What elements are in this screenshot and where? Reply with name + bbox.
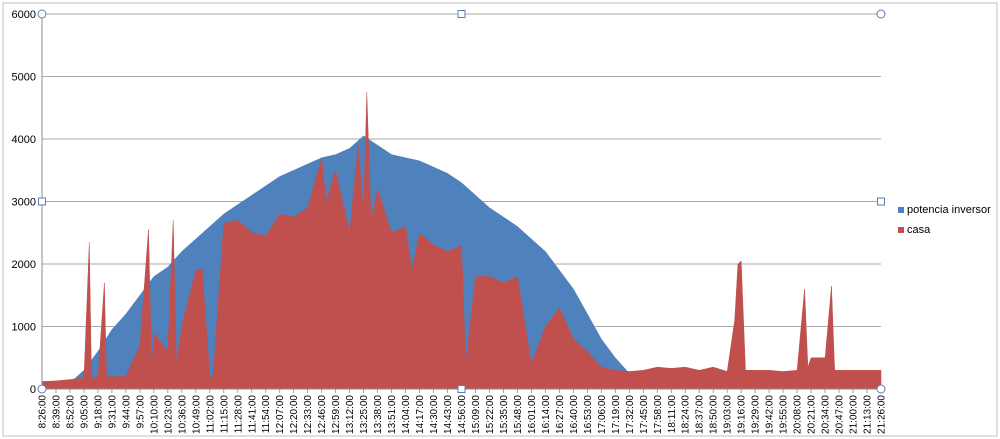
x-tick-label: 18:37:00 bbox=[695, 395, 706, 434]
x-tick-label: 11:41:00 bbox=[247, 395, 258, 434]
x-tick-label: 16:01:00 bbox=[527, 395, 538, 434]
x-tick-label: 10:36:00 bbox=[177, 395, 188, 434]
y-tick-label: 4000 bbox=[12, 134, 36, 146]
x-tick-label: 16:14:00 bbox=[541, 395, 552, 434]
x-tick-label: 21:00:00 bbox=[849, 395, 860, 434]
x-tick-label: 17:58:00 bbox=[653, 395, 664, 434]
x-tick-label: 8:26:00 bbox=[38, 395, 49, 429]
x-tick-label: 13:25:00 bbox=[359, 395, 370, 434]
x-tick-label: 14:56:00 bbox=[457, 395, 468, 434]
x-tick-label: 8:52:00 bbox=[66, 395, 77, 429]
x-tick-label: 18:11:00 bbox=[667, 395, 678, 434]
x-axis: 8:26:00 8:39:00 8:52:00 9:05:00 9:18:00 9:31:… bbox=[38, 388, 888, 434]
x-tick-label: 8:39:00 bbox=[52, 395, 63, 429]
x-tick-label: 20:34:00 bbox=[821, 395, 832, 434]
x-tick-label: 15:09:00 bbox=[471, 395, 482, 434]
x-tick-label: 11:02:00 bbox=[205, 395, 216, 434]
x-tick-label: 20:21:00 bbox=[807, 395, 818, 434]
y-axis: 0 1000 2000 3000 4000 5000 6000 bbox=[12, 9, 43, 396]
resize-handle[interactable] bbox=[37, 384, 47, 394]
resize-handle[interactable] bbox=[38, 197, 46, 206]
y-tick-label: 2000 bbox=[12, 259, 36, 271]
x-tick-label: 18:24:00 bbox=[681, 395, 692, 434]
x-tick-label: 14:43:00 bbox=[443, 395, 454, 434]
x-tick-label: 9:31:00 bbox=[107, 395, 118, 429]
x-tick-label: 16:53:00 bbox=[583, 395, 594, 434]
resize-handle[interactable] bbox=[877, 197, 885, 206]
x-tick-label: 21:26:00 bbox=[877, 395, 888, 434]
x-tick-label: 19:03:00 bbox=[723, 395, 734, 434]
legend: potencia inversor casa bbox=[898, 204, 991, 236]
resize-handle[interactable] bbox=[457, 10, 466, 18]
x-tick-label: 15:35:00 bbox=[499, 395, 510, 434]
x-tick-label: 9:18:00 bbox=[93, 395, 104, 429]
series-area-1 bbox=[41, 92, 882, 390]
x-tick-label: 10:49:00 bbox=[191, 395, 202, 434]
x-tick-label: 10:10:00 bbox=[149, 395, 160, 434]
x-tick-label: 19:42:00 bbox=[765, 395, 776, 434]
x-tick-label: 14:17:00 bbox=[415, 395, 426, 434]
y-tick-label: 6000 bbox=[12, 9, 36, 21]
resize-handle[interactable] bbox=[876, 384, 886, 394]
x-tick-label: 12:33:00 bbox=[303, 395, 314, 434]
x-tick-label: 9:05:00 bbox=[80, 395, 91, 429]
x-tick-label: 14:30:00 bbox=[429, 395, 440, 434]
x-tick-label: 12:07:00 bbox=[275, 395, 286, 434]
x-tick-label: 11:15:00 bbox=[219, 395, 230, 434]
x-tick-label: 13:51:00 bbox=[387, 395, 398, 434]
y-tick-label: 3000 bbox=[12, 197, 36, 209]
x-tick-label: 9:57:00 bbox=[135, 395, 146, 429]
legend-swatch bbox=[898, 207, 904, 213]
x-tick-label: 21:13:00 bbox=[863, 395, 874, 434]
x-tick-label: 19:29:00 bbox=[751, 395, 762, 434]
resize-handle[interactable] bbox=[37, 9, 47, 19]
x-tick-label: 12:46:00 bbox=[317, 395, 328, 434]
x-tick-label: 17:45:00 bbox=[639, 395, 650, 434]
x-tick-label: 17:19:00 bbox=[611, 395, 622, 434]
x-tick-label: 12:20:00 bbox=[289, 395, 300, 434]
legend-label: casa bbox=[907, 224, 931, 236]
x-tick-label: 20:08:00 bbox=[793, 395, 804, 434]
x-tick-label: 11:28:00 bbox=[233, 395, 244, 434]
x-tick-label: 11:54:00 bbox=[261, 395, 272, 434]
x-tick-label: 13:38:00 bbox=[373, 395, 384, 434]
legend-swatch bbox=[898, 227, 904, 233]
legend-label: potencia inversor bbox=[907, 204, 991, 216]
x-tick-label: 10:23:00 bbox=[163, 395, 174, 434]
x-tick-label: 12:59:00 bbox=[331, 395, 342, 434]
series-areas bbox=[41, 92, 882, 390]
x-tick-label: 19:16:00 bbox=[737, 395, 748, 434]
selection-handles[interactable] bbox=[37, 9, 886, 394]
x-tick-label: 13:12:00 bbox=[345, 395, 356, 434]
x-tick-label: 17:06:00 bbox=[597, 395, 608, 434]
x-tick-label: 14:04:00 bbox=[401, 395, 412, 434]
x-tick-label: 19:55:00 bbox=[779, 395, 790, 434]
y-tick-label: 1000 bbox=[12, 322, 36, 334]
x-tick-label: 16:27:00 bbox=[555, 395, 566, 434]
x-tick-label: 17:32:00 bbox=[625, 395, 636, 434]
resize-handle[interactable] bbox=[876, 9, 886, 19]
x-tick-label: 9:44:00 bbox=[121, 395, 132, 429]
x-tick-label: 18:50:00 bbox=[709, 395, 720, 434]
y-tick-label: 0 bbox=[30, 384, 36, 396]
y-tick-label: 5000 bbox=[12, 72, 36, 84]
x-tick-label: 15:22:00 bbox=[485, 395, 496, 434]
x-tick-label: 20:47:00 bbox=[835, 395, 846, 434]
resize-handle[interactable] bbox=[457, 385, 466, 393]
x-tick-label: 15:48:00 bbox=[513, 395, 524, 434]
x-tick-label: 16:40:00 bbox=[569, 395, 580, 434]
